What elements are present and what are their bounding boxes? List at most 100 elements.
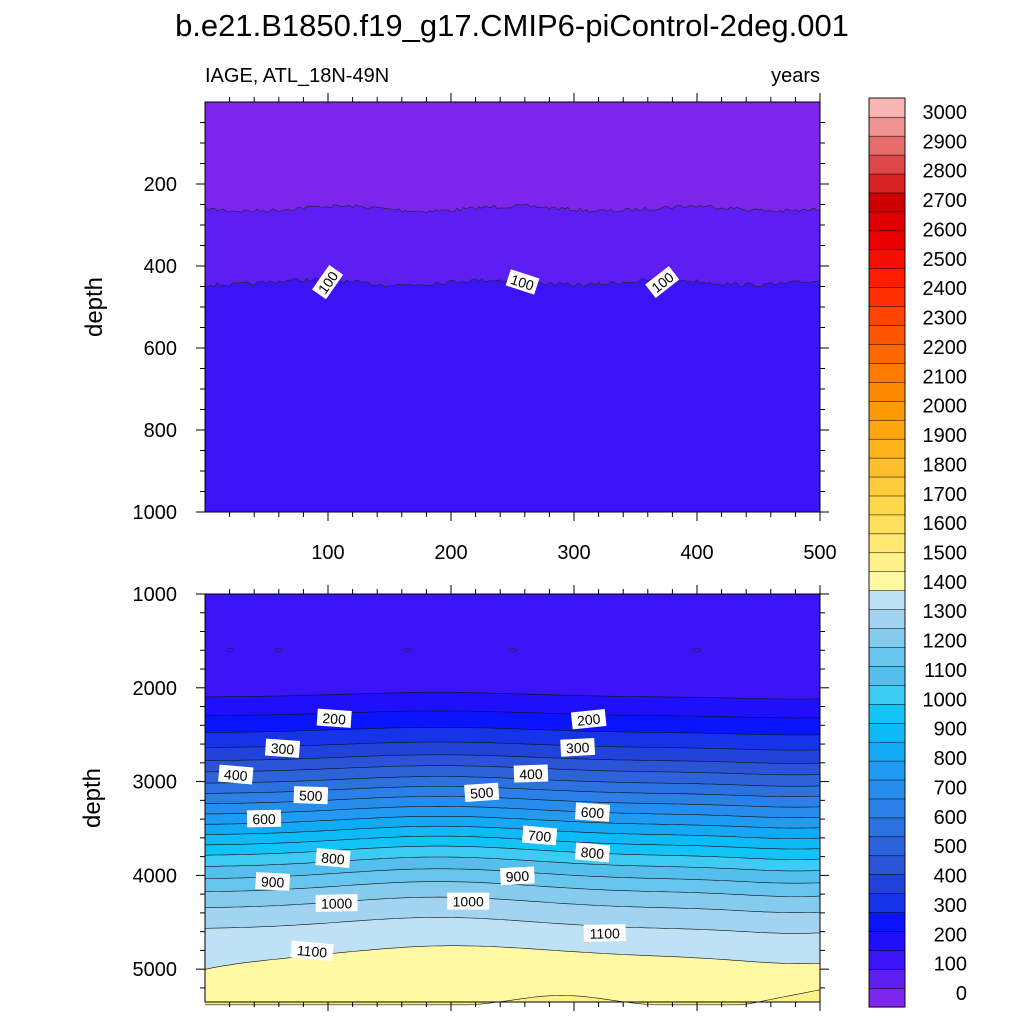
colorbar-label: 600 bbox=[934, 807, 967, 829]
contour-label: 800 bbox=[315, 848, 351, 868]
x-tick-label: 200 bbox=[434, 542, 467, 564]
contour-label: 300 bbox=[264, 738, 301, 758]
contour-line bbox=[205, 989, 821, 1006]
colorbar-label: 2900 bbox=[923, 131, 968, 153]
colorbar-label: 1700 bbox=[923, 484, 968, 506]
x-tick-label: 400 bbox=[680, 542, 713, 564]
colorbar-label: 2800 bbox=[923, 161, 968, 183]
contour-blob bbox=[403, 648, 413, 653]
lower-ylabel: depth bbox=[79, 768, 106, 828]
upper-band bbox=[205, 278, 820, 512]
contour-label-box bbox=[218, 764, 254, 785]
colorbar-label: 200 bbox=[934, 924, 967, 946]
y-tick-label: 800 bbox=[144, 420, 177, 442]
contour-label: 1100 bbox=[583, 924, 626, 942]
contour-label-box bbox=[521, 825, 558, 846]
contour-label-text: 600 bbox=[580, 804, 605, 822]
colorbar-box bbox=[868, 760, 906, 781]
colorbar-label: 400 bbox=[934, 866, 967, 888]
colorbar-label: 1600 bbox=[923, 513, 968, 535]
colorbar-box bbox=[868, 97, 906, 118]
contour-label-box bbox=[574, 802, 611, 822]
contour-label-box bbox=[464, 782, 500, 803]
colorbar-box bbox=[868, 912, 906, 932]
lower-band bbox=[205, 945, 820, 1002]
colorbar-box bbox=[868, 628, 906, 648]
contour-label-text: 200 bbox=[322, 710, 347, 728]
x-tick-label: 100 bbox=[311, 542, 344, 564]
y-tick-label: 2000 bbox=[133, 678, 178, 700]
colorbar-box bbox=[868, 230, 906, 251]
colorbar-box bbox=[868, 722, 906, 743]
upper-right-label: years bbox=[771, 65, 820, 87]
contour-label: 1100 bbox=[290, 940, 334, 962]
colorbar-box bbox=[868, 249, 906, 269]
colorbar-label: 1100 bbox=[924, 660, 967, 682]
contour-label: 600 bbox=[246, 809, 282, 828]
lower-frame bbox=[204, 593, 821, 1003]
contour-label-box bbox=[316, 708, 352, 728]
contour-label: 200 bbox=[316, 708, 352, 728]
contour-label: 900 bbox=[499, 866, 535, 886]
colorbar-box bbox=[868, 609, 906, 629]
colorbar-box bbox=[868, 703, 906, 724]
contour-label-text: 500 bbox=[299, 787, 323, 804]
colorbar-box bbox=[868, 476, 906, 497]
colorbar-box bbox=[868, 457, 906, 478]
contour-label-text: 900 bbox=[505, 868, 529, 885]
colorbar-box bbox=[868, 968, 906, 989]
contour-label: 1000 bbox=[315, 894, 358, 912]
colorbar-label: 1000 bbox=[923, 689, 968, 711]
colorbar-box bbox=[868, 154, 906, 175]
contour-line bbox=[205, 692, 821, 700]
contour-label-text: 400 bbox=[223, 766, 248, 784]
y-tick-label: 1000 bbox=[133, 584, 178, 606]
colorbar: 0 100 200 300 400 500 600 700 800 900 1000 1100 1200… bbox=[868, 97, 968, 1008]
colorbar-box bbox=[868, 173, 906, 194]
contour-line bbox=[204, 825, 821, 839]
colorbar-label: 3000 bbox=[923, 102, 968, 124]
contour-label-box bbox=[293, 786, 329, 805]
contour-label-text: 300 bbox=[566, 739, 590, 756]
contour-line bbox=[204, 203, 821, 214]
contour-blob bbox=[692, 648, 702, 653]
contour-line bbox=[204, 845, 821, 860]
colorbar-box bbox=[868, 116, 906, 137]
contour-label-box bbox=[255, 872, 291, 891]
contour-label-box bbox=[560, 737, 596, 757]
contour-label-box bbox=[290, 940, 334, 962]
colorbar-label: 2600 bbox=[923, 219, 968, 241]
colorbar-box bbox=[868, 211, 906, 232]
colorbar-label: 2400 bbox=[923, 278, 968, 300]
colorbar-box bbox=[868, 590, 906, 610]
y-tick-label: 4000 bbox=[133, 865, 178, 887]
colorbar-label: 1400 bbox=[923, 572, 968, 594]
contour-line bbox=[205, 776, 821, 787]
contour-label-text: 200 bbox=[576, 710, 601, 728]
contour-label-text: 300 bbox=[270, 740, 295, 758]
contour-label: 500 bbox=[293, 786, 329, 805]
contour-blob bbox=[508, 648, 517, 653]
contour-label-box bbox=[513, 764, 549, 783]
contour-line bbox=[205, 741, 821, 751]
colorbar-box bbox=[868, 949, 906, 970]
contour-line bbox=[204, 816, 821, 829]
colorbar-label: 900 bbox=[934, 719, 967, 741]
colorbar-label: 2100 bbox=[923, 366, 968, 388]
colorbar-box bbox=[868, 987, 906, 1008]
contour-label-text: 700 bbox=[527, 827, 552, 845]
contour-line bbox=[205, 727, 821, 736]
colorbar-box bbox=[868, 779, 906, 800]
contour-label-box bbox=[499, 866, 535, 886]
colorbar-box bbox=[868, 533, 906, 554]
colorbar-box bbox=[868, 836, 906, 857]
colorbar-box bbox=[868, 514, 906, 535]
colorbar-label: 1200 bbox=[923, 631, 968, 653]
contour-label-text: 400 bbox=[519, 766, 543, 783]
x-tick-label: 300 bbox=[557, 542, 590, 564]
colorbar-box bbox=[868, 306, 906, 326]
colorbar-box bbox=[868, 817, 906, 838]
contour-label-box bbox=[645, 266, 680, 298]
